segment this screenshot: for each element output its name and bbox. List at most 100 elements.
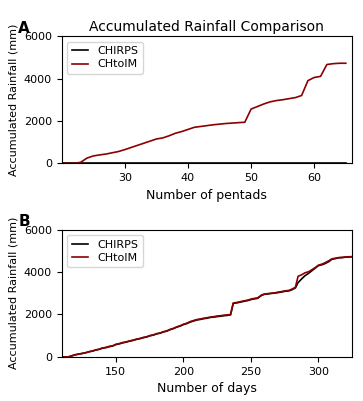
CHtoIM	[282, 288, 287, 293]
CHIRPS	[195, 318, 199, 322]
CHtoIM	[160, 136, 165, 140]
CHIRPS	[306, 161, 310, 166]
CHIRPS	[173, 161, 178, 166]
CHtoIM	[318, 74, 323, 79]
CHIRPS	[224, 161, 228, 166]
CHIRPS	[337, 161, 342, 166]
CHtoIM	[142, 141, 146, 146]
CHtoIM	[199, 124, 203, 129]
CHIRPS	[148, 161, 152, 166]
CHIRPS	[344, 161, 348, 166]
CHtoIM	[186, 127, 190, 132]
CHtoIM	[167, 134, 171, 138]
Text: B: B	[18, 214, 30, 229]
CHtoIM	[230, 121, 234, 126]
CHtoIM	[154, 137, 159, 142]
CHIRPS	[293, 161, 297, 166]
CHtoIM	[299, 93, 304, 98]
CHtoIM	[296, 274, 300, 279]
X-axis label: Number of pentads: Number of pentads	[147, 188, 267, 202]
CHtoIM	[312, 75, 317, 80]
CHtoIM	[179, 129, 184, 134]
CHtoIM	[104, 152, 108, 156]
CHtoIM	[306, 78, 310, 83]
CHIRPS	[205, 161, 209, 166]
CHtoIM	[325, 62, 329, 67]
CHtoIM	[135, 143, 140, 148]
CHtoIM	[350, 254, 354, 259]
CHIRPS	[186, 161, 190, 166]
Title: Accumulated Rainfall Comparison: Accumulated Rainfall Comparison	[89, 20, 325, 34]
Line: CHIRPS: CHIRPS	[62, 257, 352, 357]
CHIRPS	[217, 161, 222, 166]
Y-axis label: Accumulated Rainfall (mm): Accumulated Rainfall (mm)	[8, 24, 18, 176]
CHIRPS	[350, 254, 354, 259]
CHtoIM	[97, 152, 102, 157]
CHtoIM	[195, 317, 199, 322]
CHIRPS	[236, 161, 241, 166]
CHIRPS	[312, 161, 317, 166]
CHIRPS	[97, 161, 102, 166]
CHIRPS	[268, 161, 272, 166]
CHtoIM	[208, 315, 212, 320]
CHtoIM	[255, 104, 260, 109]
CHIRPS	[154, 161, 159, 166]
CHtoIM	[205, 123, 209, 128]
CHIRPS	[199, 161, 203, 166]
CHIRPS	[282, 289, 287, 294]
CHtoIM	[110, 150, 114, 155]
CHtoIM	[262, 101, 266, 106]
CHIRPS	[78, 161, 83, 166]
CHtoIM	[123, 147, 127, 152]
CHIRPS	[129, 161, 133, 166]
CHtoIM	[224, 121, 228, 126]
CHIRPS	[208, 315, 212, 320]
CHIRPS	[325, 161, 329, 166]
CHtoIM	[249, 107, 253, 111]
CHIRPS	[287, 161, 291, 166]
CHIRPS	[142, 161, 146, 166]
CHIRPS	[86, 349, 91, 354]
CHIRPS	[299, 161, 304, 166]
CHIRPS	[249, 161, 253, 166]
CHtoIM	[148, 139, 152, 144]
CHtoIM	[242, 120, 247, 125]
CHtoIM	[268, 99, 272, 104]
CHtoIM	[60, 354, 64, 359]
CHIRPS	[60, 354, 64, 359]
CHIRPS	[117, 161, 121, 166]
CHIRPS	[167, 161, 171, 166]
CHIRPS	[66, 161, 70, 166]
CHtoIM	[337, 61, 342, 66]
CHIRPS	[60, 161, 64, 166]
CHIRPS	[331, 161, 335, 166]
CHtoIM	[211, 122, 215, 127]
CHtoIM	[192, 125, 196, 130]
CHIRPS	[230, 161, 234, 166]
X-axis label: Number of days: Number of days	[157, 382, 257, 395]
CHIRPS	[123, 161, 127, 166]
CHtoIM	[331, 61, 335, 66]
CHIRPS	[255, 161, 260, 166]
CHtoIM	[236, 120, 241, 125]
CHIRPS	[318, 161, 323, 166]
CHIRPS	[192, 161, 196, 166]
CHtoIM	[293, 95, 297, 100]
CHtoIM	[60, 161, 64, 166]
CHtoIM	[129, 145, 133, 150]
CHIRPS	[110, 161, 114, 166]
CHIRPS	[262, 161, 266, 166]
CHtoIM	[274, 98, 278, 103]
CHIRPS	[242, 161, 247, 166]
Text: A: A	[18, 21, 30, 36]
CHIRPS	[85, 161, 89, 166]
CHIRPS	[66, 354, 71, 359]
CHIRPS	[179, 161, 184, 166]
CHIRPS	[211, 161, 215, 166]
CHIRPS	[91, 161, 95, 166]
CHIRPS	[135, 161, 140, 166]
CHIRPS	[72, 161, 77, 166]
CHtoIM	[66, 161, 70, 166]
CHtoIM	[85, 156, 89, 160]
CHtoIM	[344, 61, 348, 66]
